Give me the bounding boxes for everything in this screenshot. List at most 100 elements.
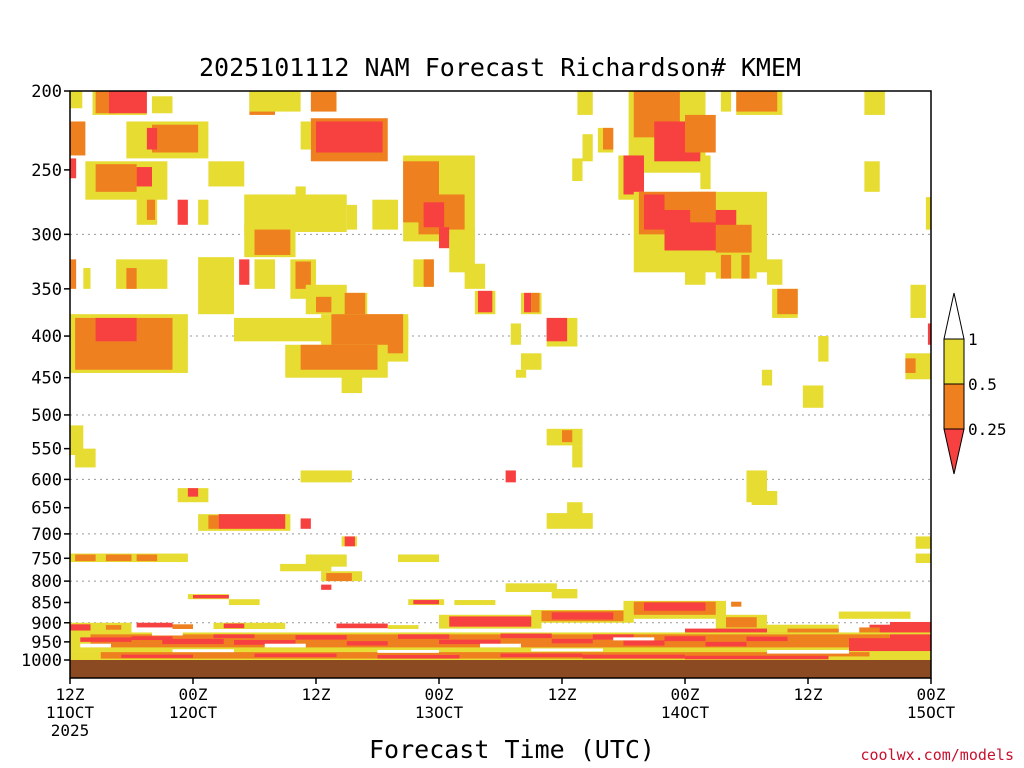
x-tick-label: 14OCT xyxy=(661,703,710,722)
heatmap-cell xyxy=(131,636,173,641)
heatmap-cell xyxy=(767,259,783,285)
x-tick-label: 12Z xyxy=(56,685,85,704)
y-tick-label: 550 xyxy=(31,440,62,460)
y-tick-label: 200 xyxy=(31,82,62,102)
legend-bottom-arrow xyxy=(943,428,965,475)
heatmap-cell xyxy=(685,114,716,153)
heatmap-cell xyxy=(705,641,747,647)
heatmap-cell xyxy=(316,296,332,313)
heatmap-cell xyxy=(152,96,173,114)
heatmap-cell xyxy=(208,161,245,187)
heatmap-cell xyxy=(454,600,496,606)
heatmap-cell xyxy=(551,612,614,620)
heatmap-cell xyxy=(927,323,931,345)
ground-band xyxy=(70,660,931,678)
heatmap-cell xyxy=(767,649,849,654)
heatmap-cell xyxy=(95,164,137,192)
heatmap-cell xyxy=(767,624,839,633)
heatmap-cell xyxy=(105,554,132,562)
y-tick-label: 900 xyxy=(31,614,62,634)
heatmap-cell xyxy=(152,632,183,636)
heatmap-cell xyxy=(70,259,77,289)
heatmap-cell xyxy=(280,563,332,572)
heatmap-cell xyxy=(75,554,96,562)
heatmap-cell xyxy=(582,654,685,659)
heatmap-cell xyxy=(198,199,209,225)
heatmap-cell xyxy=(152,124,199,153)
heatmap-cell xyxy=(377,649,439,653)
heatmap-cell xyxy=(372,199,398,230)
y-tick-label: 500 xyxy=(31,406,62,426)
heatmap-cell xyxy=(838,611,911,619)
heatmap-cell xyxy=(75,448,96,468)
heatmap-cell xyxy=(310,91,337,112)
heatmap-cell xyxy=(254,653,337,658)
heatmap-cell xyxy=(515,369,527,378)
heatmap-cell xyxy=(731,601,742,607)
heatmap-cell xyxy=(524,292,532,313)
x-tick-label: 00Z xyxy=(179,685,208,704)
heatmap-cell xyxy=(300,470,352,483)
heatmap-cell xyxy=(726,617,757,628)
heatmap-cell xyxy=(223,623,245,629)
heatmap-cell xyxy=(295,261,311,289)
heatmap-cell xyxy=(500,653,583,658)
heatmap-cell xyxy=(551,588,578,599)
heatmap-cell xyxy=(915,536,931,549)
heatmap-cell xyxy=(146,127,158,150)
heatmap-cell xyxy=(910,284,926,318)
y-tick-label: 650 xyxy=(31,499,62,519)
legend-level-label: 0.5 xyxy=(968,375,997,394)
heatmap-cell xyxy=(423,259,434,287)
heatmap-cell xyxy=(316,121,383,153)
heatmap-cell xyxy=(249,91,301,112)
heatmap-cell xyxy=(572,158,583,182)
heatmap-cell xyxy=(864,161,880,192)
heatmap-cell xyxy=(326,573,352,582)
heatmap-cell xyxy=(254,229,291,255)
heatmap-cell xyxy=(100,652,870,659)
heatmap-cell xyxy=(80,637,132,642)
heatmap-cell xyxy=(321,584,332,590)
heatmap-cell xyxy=(546,513,593,529)
heatmap-cell xyxy=(736,91,778,112)
heatmap-cell xyxy=(300,121,311,150)
heatmap-cell xyxy=(70,121,86,156)
heatmap-cell xyxy=(341,374,363,394)
heatmap-cell xyxy=(70,158,77,179)
heatmap-cell xyxy=(890,621,931,628)
y-tick-label: 950 xyxy=(31,633,62,653)
heatmap-cell xyxy=(905,358,916,373)
x-tick-label: 13OCT xyxy=(415,703,464,722)
heatmap-cell xyxy=(644,194,665,230)
heatmap-cell xyxy=(787,628,839,635)
heatmap-cell xyxy=(623,155,644,195)
heatmap-cell xyxy=(213,622,286,629)
y-axis: 200 250 300 350 400 450 500 550 600 650 700 750 8008… xyxy=(21,82,70,671)
y-tick-label: 600 xyxy=(31,470,62,490)
legend-swatch xyxy=(943,383,965,430)
heatmap-cell xyxy=(305,554,347,567)
chart-title: 2025101112 NAM Forecast Richardson# KMEM xyxy=(199,53,801,82)
y-tick-label: 850 xyxy=(31,594,62,614)
heatmap-cell xyxy=(387,625,419,629)
heatmap-cell xyxy=(136,554,158,562)
heatmap-cell xyxy=(336,623,388,629)
heatmap-cell xyxy=(254,259,275,289)
heatmap-cell xyxy=(480,643,521,648)
heatmap-cell xyxy=(802,385,824,408)
heatmap-cell xyxy=(572,445,583,468)
heatmap-cell xyxy=(80,643,111,648)
y-tick-label: 700 xyxy=(31,525,62,545)
heatmap-cell xyxy=(439,639,501,645)
heatmap-cell xyxy=(70,622,132,635)
heatmap-cell xyxy=(613,637,655,641)
heatmap-cell xyxy=(505,583,557,592)
x-tick-label: 00Z xyxy=(425,685,454,704)
heatmap-cell xyxy=(449,616,532,627)
heatmap-cell xyxy=(398,634,450,639)
heatmap-cell xyxy=(136,167,152,187)
heatmap-cell xyxy=(162,554,183,562)
